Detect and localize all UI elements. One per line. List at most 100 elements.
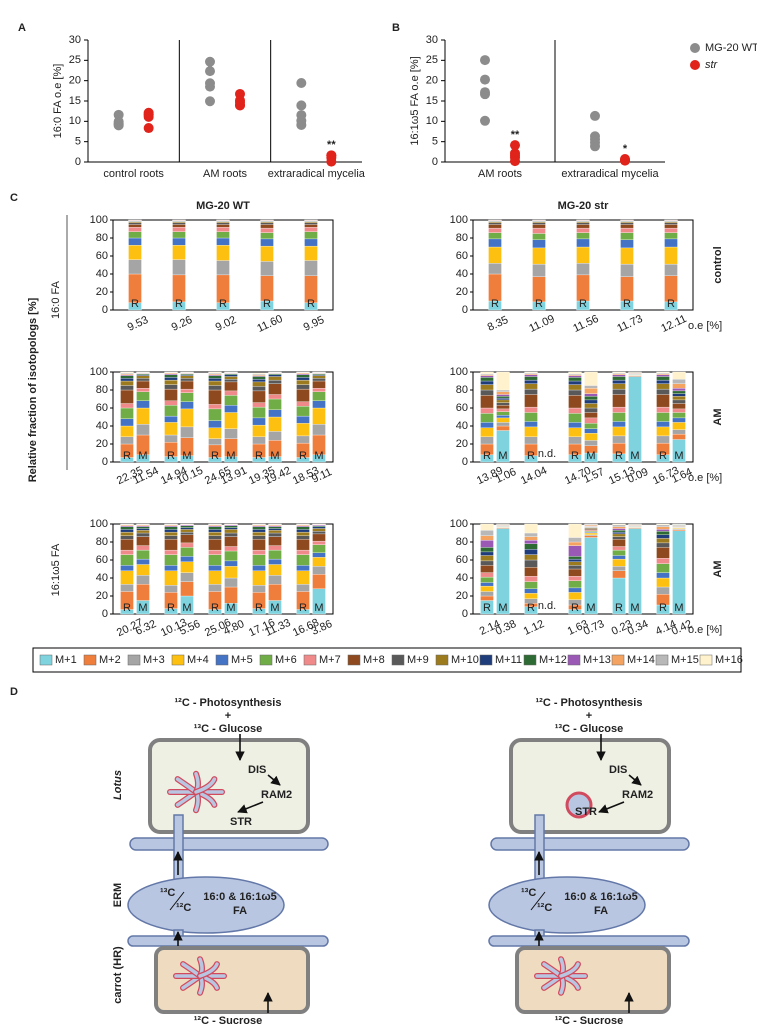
bar-segment — [568, 592, 582, 600]
bar-segment — [252, 529, 266, 533]
significance-mark: ** — [327, 139, 336, 151]
bar-label: M — [226, 602, 235, 614]
bar-segment — [656, 374, 670, 377]
bar-segment — [120, 535, 134, 540]
y-tick-label: 60 — [456, 554, 468, 566]
bar-segment — [120, 554, 134, 566]
bar-segment — [296, 529, 310, 533]
bar-segment — [180, 561, 194, 573]
y-tick-label: 15 — [69, 95, 81, 107]
bar-label: R — [211, 450, 219, 462]
bar-segment — [656, 526, 670, 530]
bar-segment — [576, 232, 590, 240]
bar-segment — [656, 406, 670, 413]
bar-segment — [120, 380, 134, 386]
bar-segment — [568, 523, 582, 538]
oe-label: 11.73 — [615, 313, 644, 335]
row-label: AM — [712, 408, 724, 425]
bar-segment — [224, 428, 238, 439]
bar-segment — [136, 528, 150, 531]
oe-label: 12.11 — [659, 313, 688, 335]
bar-segment — [480, 389, 494, 396]
y-tick-label: 20 — [456, 438, 468, 450]
bar-segment — [268, 398, 282, 410]
bar-label: R — [167, 602, 175, 614]
bar-segment — [312, 378, 326, 382]
bar-segment — [224, 532, 238, 537]
y-tick-label: 5 — [75, 136, 81, 148]
bar-segment — [296, 374, 310, 378]
bar-segment — [252, 531, 266, 536]
bar-segment — [568, 565, 582, 570]
bar-segment — [480, 572, 494, 578]
bar-segment — [180, 388, 194, 393]
bar-segment — [568, 561, 582, 566]
bar-label: R — [571, 602, 579, 614]
bar-segment — [312, 552, 326, 558]
bar-segment — [620, 222, 634, 225]
flux-arrow — [267, 774, 281, 786]
bar-segment — [208, 529, 222, 533]
bar-segment — [164, 422, 178, 436]
bar-segment — [480, 407, 494, 414]
bar-segment — [620, 263, 634, 277]
y-tick-label: 60 — [96, 402, 108, 414]
bar-segment — [120, 539, 134, 551]
gene-label: DIS — [248, 764, 266, 776]
data-point — [510, 156, 520, 167]
y-tick-label: 40 — [96, 572, 108, 584]
data-point — [296, 100, 307, 111]
bar-segment — [268, 536, 282, 546]
bar-segment — [180, 375, 194, 379]
bar-segment — [568, 541, 582, 546]
data-point — [590, 110, 600, 121]
bar-segment — [208, 438, 222, 446]
bar-segment — [664, 263, 678, 276]
bar-segment — [480, 523, 494, 531]
bar-segment — [672, 393, 686, 397]
bar-segment — [664, 222, 678, 225]
legend-swatch — [391, 654, 405, 666]
bar-segment — [120, 436, 134, 445]
bar-segment — [120, 407, 134, 419]
bar-segment — [496, 396, 510, 399]
y-tick-label: 0 — [462, 456, 468, 468]
bar-segment — [304, 224, 318, 228]
bar-segment — [532, 233, 546, 240]
bar-segment — [296, 570, 310, 585]
bar-segment — [268, 376, 282, 381]
bar-segment — [656, 394, 670, 408]
fa-label: FA — [233, 905, 247, 917]
bar-segment — [268, 528, 282, 531]
oe-label: 8.35 — [486, 314, 510, 334]
bar-segment — [656, 563, 670, 573]
bar-segment — [136, 558, 150, 565]
bar-segment — [656, 586, 670, 595]
bar-label: R — [535, 298, 543, 310]
legend-label: M+10 — [451, 654, 479, 666]
bar-label: M — [674, 602, 683, 614]
y-tick-label: 0 — [75, 156, 81, 168]
bar-segment — [568, 427, 582, 437]
plot-frame — [112, 371, 334, 463]
bar-segment — [252, 417, 266, 426]
bar-segment — [568, 395, 582, 409]
bar-segment — [216, 237, 230, 246]
plot-frame — [472, 371, 694, 463]
bar-segment — [656, 379, 670, 384]
legend-label: M+11 — [495, 654, 522, 666]
y-tick-label: 20 — [456, 590, 468, 602]
bar-segment — [180, 525, 194, 528]
bar-label: M — [586, 602, 595, 614]
data-point — [326, 150, 337, 161]
bar-segment — [136, 549, 150, 560]
legend-label: M+12 — [539, 654, 567, 666]
bar-segment — [496, 371, 510, 391]
bar-segment — [268, 394, 282, 400]
bar-segment — [480, 565, 494, 573]
bar-segment — [656, 538, 670, 544]
bar-segment — [180, 426, 194, 438]
bar-segment — [664, 232, 678, 240]
bar-segment — [252, 436, 266, 445]
bar-segment — [296, 388, 310, 402]
